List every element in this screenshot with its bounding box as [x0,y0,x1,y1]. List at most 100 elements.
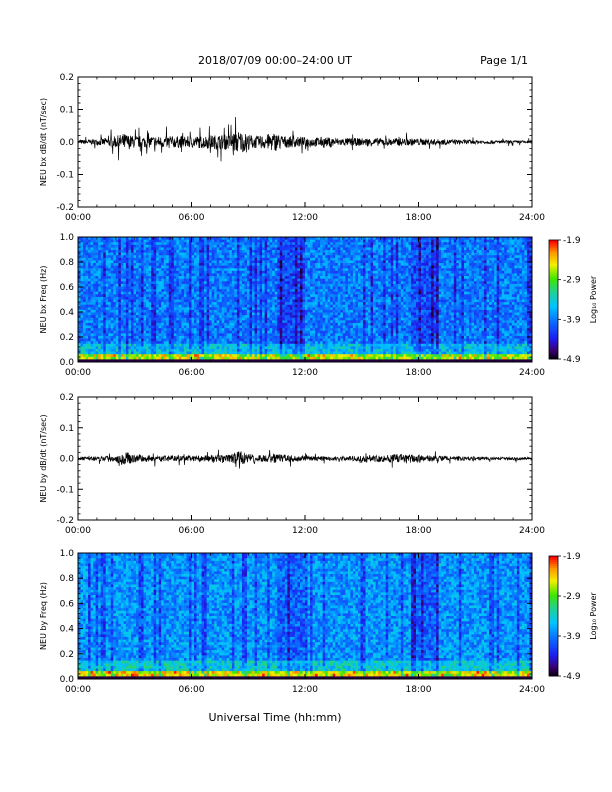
heatmap-cell [257,242,260,245]
heatmap-cell [275,294,278,297]
heatmap-cell [244,247,247,250]
heatmap-cell [184,276,187,279]
heatmap-cell [270,271,273,274]
heatmap-cell [320,357,323,360]
heatmap-cell [209,326,212,329]
heatmap-cell [91,336,94,339]
heatmap-cell [267,310,270,313]
heatmap-cell [96,247,99,250]
heatmap-cell [290,245,293,248]
heatmap-cell [108,305,111,308]
heatmap-cell [302,260,305,263]
heatmap-cell [159,320,162,323]
heatmap-cell [257,302,260,305]
heatmap-cell [295,297,298,300]
heatmap-cell [315,281,318,284]
heatmap-cell [176,276,179,279]
heatmap-cell [287,289,290,292]
heatmap-cell [260,255,263,258]
heatmap-cell [164,255,167,258]
heatmap-cell [204,284,207,287]
heatmap-cell [310,266,313,269]
heatmap-cell [202,331,205,334]
heatmap-cell [186,318,189,321]
heatmap-cell [275,273,278,276]
heatmap-cell [305,341,308,344]
heatmap-cell [106,279,109,282]
heatmap-cell [126,344,129,347]
heatmap-cell [154,260,157,263]
heatmap-cell [267,320,270,323]
heatmap-cell [128,331,131,334]
heatmap-cell [300,300,303,303]
heatmap-cell [227,328,230,331]
heatmap-cell [265,320,268,323]
heatmap-cell [267,307,270,310]
heatmap-cell [176,297,179,300]
heatmap-cell [277,297,280,300]
heatmap-cell [219,313,222,316]
heatmap-cell [103,331,106,334]
heatmap-cell [260,326,263,329]
heatmap-cell [229,292,232,295]
heatmap-cell [250,255,253,258]
heatmap-cell [91,286,94,289]
heatmap-cell [290,284,293,287]
heatmap-cell [209,331,212,334]
heatmap-cell [98,286,101,289]
heatmap-cell [184,292,187,295]
heatmap-cell [128,333,131,336]
heatmap-cell [93,260,96,263]
heatmap-cell [86,336,89,339]
heatmap-cell [186,260,189,263]
heatmap-cell [219,323,222,326]
heatmap-cell [239,289,242,292]
heatmap-cell [229,318,232,321]
heatmap-cell [237,302,240,305]
heatmap-cell [217,326,220,329]
heatmap-cell [98,357,101,360]
heatmap-cell [302,279,305,282]
x-axis-title: Universal Time (hh:mm) [209,711,342,724]
heatmap-cell [111,302,114,305]
heatmap-cell [285,318,288,321]
heatmap-cell [161,266,164,269]
heatmap-cell [242,292,245,295]
heatmap-cell [297,323,300,326]
heatmap-cell [285,292,288,295]
heatmap-cell [224,307,227,310]
heatmap-cell [179,352,182,355]
heatmap-cell [212,344,215,347]
heatmap-cell [174,268,177,271]
heatmap-cell [81,255,84,258]
heatmap-cell [219,250,222,253]
heatmap-cell [176,245,179,248]
heatmap-cell [242,240,245,243]
heatmap-cell [141,263,144,266]
heatmap-cell [136,302,139,305]
heatmap-cell [164,294,167,297]
heatmap-cell [313,326,316,329]
heatmap-cell [86,279,89,282]
heatmap-cell [91,339,94,342]
heatmap-cell [313,307,316,310]
heatmap-cell [212,328,215,331]
heatmap-cell [308,326,311,329]
heatmap-cell [151,255,154,258]
heatmap-cell [197,268,200,271]
heatmap-cell [320,333,323,336]
heatmap-cell [330,326,333,329]
heatmap-cell [315,240,318,243]
heatmap-cell [181,357,184,360]
heatmap-cell [287,247,290,250]
heatmap-cell [174,260,177,263]
heatmap-cell [209,341,212,344]
heatmap-cell [93,281,96,284]
heatmap-cell [227,318,230,321]
heatmap-cell [257,352,260,355]
heatmap-cell [214,313,217,316]
heatmap-cell [272,320,275,323]
heatmap-cell [204,349,207,352]
heatmap-cell [197,289,200,292]
heatmap-cell [265,307,268,310]
